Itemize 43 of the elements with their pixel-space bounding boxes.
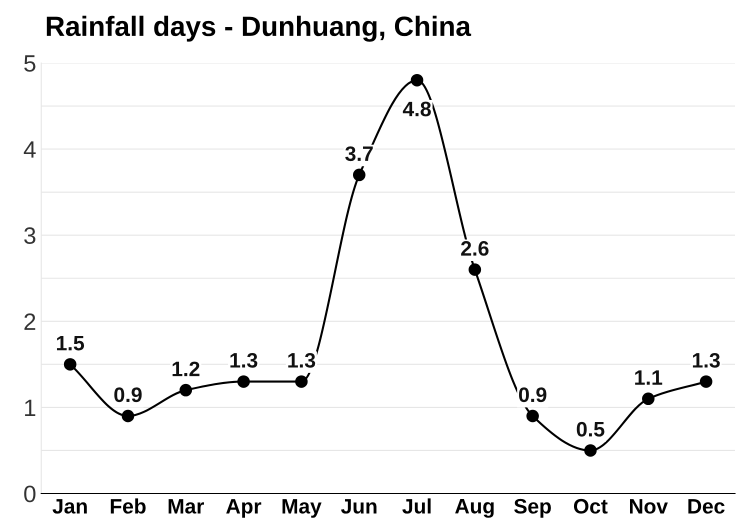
data-label: 1.3: [288, 352, 316, 368]
data-label: 3.7: [345, 146, 373, 162]
chart-title: Rainfall days - Dunhuang, China: [46, 16, 472, 42]
data-label: 1.3: [692, 352, 720, 368]
y-tick-label: 3: [24, 227, 36, 244]
x-tick-label: Apr: [226, 499, 262, 518]
x-tick-label: Nov: [630, 499, 668, 514]
point: [295, 375, 308, 388]
point: [642, 392, 655, 406]
point: [122, 410, 134, 422]
y-tick-label: 0: [24, 486, 36, 502]
point: [700, 375, 712, 388]
point: [352, 168, 366, 182]
x-tick-label: Jun: [341, 499, 376, 514]
x-tick-label: Feb: [110, 498, 146, 514]
point: [64, 358, 76, 371]
x-tick-label: Jul: [402, 498, 431, 514]
data-label: 4.8: [402, 102, 431, 116]
point: [237, 375, 250, 388]
data-label: 1.2: [172, 362, 200, 376]
point: [410, 74, 424, 86]
point: [526, 410, 539, 422]
x-tick-label: Aug: [455, 499, 494, 518]
data-label: 0.9: [519, 387, 546, 402]
x-tick-label: Dec: [688, 499, 725, 514]
x-tick-label: Sep: [514, 498, 551, 518]
y-tick-label: 2: [24, 313, 36, 330]
x-tick-label: May: [282, 499, 322, 518]
y-tick-label: 4: [24, 141, 36, 158]
data-label: 0.9: [114, 387, 142, 402]
data-label: 1.1: [635, 370, 662, 385]
data-label: 1.3: [230, 352, 258, 368]
data-label: 1.5: [56, 336, 84, 350]
point: [180, 384, 192, 396]
y-tick-label: 5: [24, 55, 36, 72]
x-tick-label: Mar: [168, 499, 204, 514]
data-label: 2.6: [461, 241, 489, 256]
x-tick-label: Jan: [52, 499, 87, 514]
data-label: 0.5: [576, 422, 604, 437]
x-tick-label: Oct: [574, 498, 608, 514]
y-tick-label: 1: [25, 400, 36, 416]
point: [584, 444, 597, 457]
point: [468, 263, 482, 276]
